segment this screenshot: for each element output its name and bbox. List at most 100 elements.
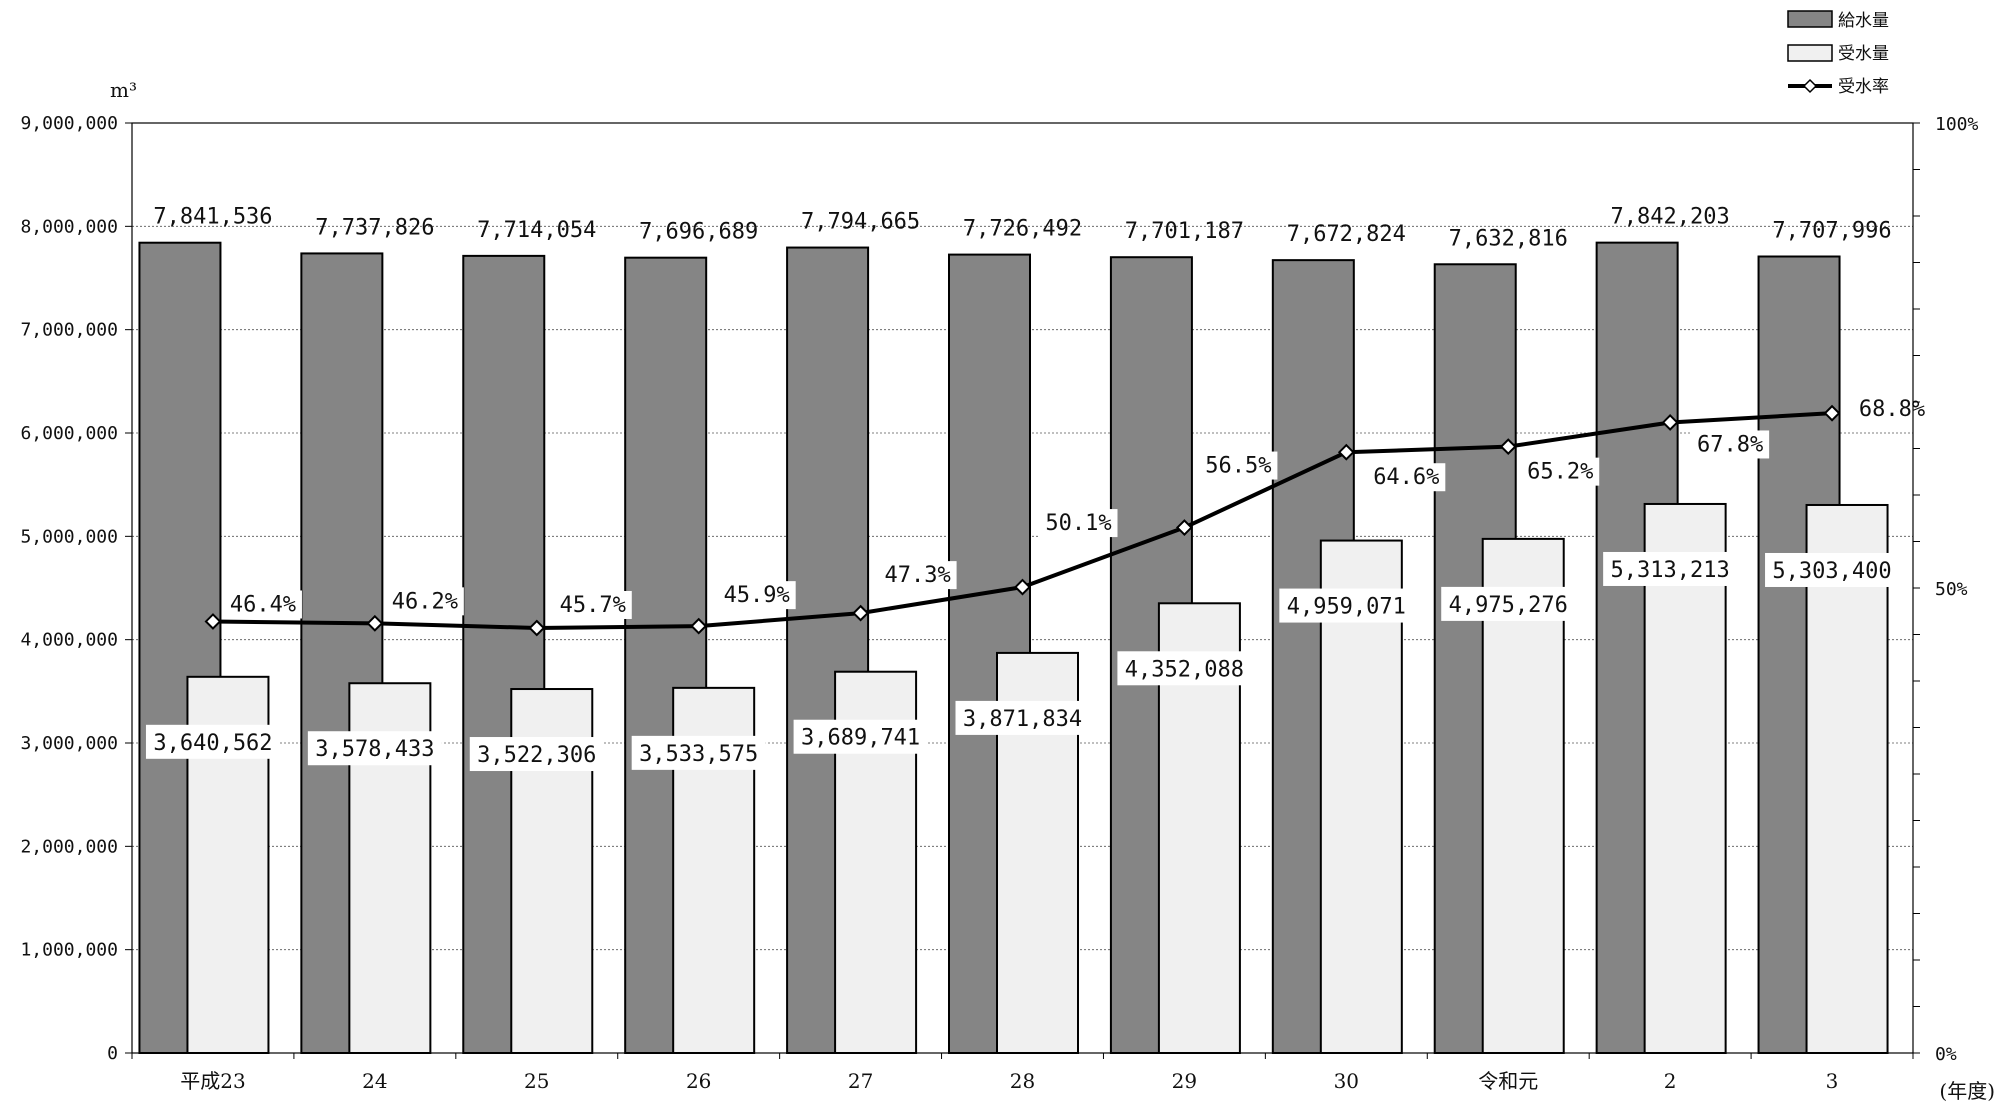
y-left-tick-label: 8,000,000 (20, 216, 118, 237)
x-axis-label: (年度) (1939, 1079, 1995, 1103)
x-tick-label: 2 (1664, 1069, 1677, 1093)
rate-label-box (878, 561, 957, 590)
rate-value-label: 45.7% (560, 593, 626, 618)
received-value-label: 3,533,575 (639, 742, 758, 767)
received-label-box (1441, 586, 1576, 621)
rate-point (1661, 414, 1679, 431)
received-value-label: 3,689,741 (801, 726, 920, 751)
supply-value-label: 7,707,996 (1772, 219, 1891, 244)
received-label-box (793, 719, 928, 754)
x-tick-label: 平成23 (180, 1069, 245, 1093)
rate-value-label: 68.8% (1859, 397, 1925, 422)
rate-value-label: 50.1% (1045, 511, 1111, 536)
rate-label-box (385, 587, 464, 616)
rate-point (1823, 404, 1841, 422)
received-value-label: 3,578,433 (315, 737, 434, 762)
received-value-label: 5,313,213 (1611, 558, 1730, 583)
rate-label-box (1853, 395, 1932, 424)
x-tick-label: 29 (1172, 1069, 1197, 1093)
received-label-box (955, 700, 1090, 735)
x-tick-label: 30 (1334, 1069, 1359, 1093)
rate-label-box (1367, 463, 1446, 492)
received-label-box (1603, 551, 1738, 586)
rate-point (528, 619, 546, 637)
rate-point (690, 617, 708, 635)
supply-value-label: 7,672,824 (1287, 222, 1406, 247)
rate-label-box (1199, 451, 1278, 480)
y-left-tick-label: 0 (107, 1043, 118, 1064)
supply-value-label: 7,842,203 (1611, 205, 1730, 230)
rate-label-box (1691, 430, 1770, 459)
supply-value-label: 7,632,816 (1449, 226, 1568, 251)
supply-value-label: 7,841,536 (153, 205, 272, 230)
legend-label-received: 受水量 (1838, 44, 1889, 64)
received-bar (1643, 502, 1727, 1054)
y-left-tick-label: 3,000,000 (20, 733, 118, 754)
y-left-tick-label: 5,000,000 (20, 526, 118, 547)
received-bar (1319, 539, 1403, 1054)
x-tick-label: 25 (524, 1069, 549, 1093)
received-label-box (307, 731, 442, 766)
supply-value-label: 7,794,665 (801, 210, 920, 235)
x-tick-label: 28 (1010, 1069, 1035, 1093)
y-left-tick-label: 6,000,000 (20, 423, 118, 444)
rate-point (366, 614, 384, 632)
axes: 0 1,000,000 2,000,000 3,000,000 4,000,000 5,0… (20, 78, 1995, 1103)
legend-marker-rate (1802, 78, 1818, 94)
y-left-tick-label: 7,000,000 (20, 320, 118, 341)
supply-value-label: 7,714,054 (477, 218, 596, 243)
received-value-label: 4,959,071 (1287, 595, 1406, 620)
rate-value-label: 46.4% (230, 592, 296, 617)
x-tick-label: 26 (686, 1069, 711, 1093)
received-bar (1805, 503, 1889, 1054)
received-label-box (1765, 552, 1900, 587)
y-left-tick-label: 1,000,000 (20, 940, 118, 961)
y-left-tick-label: 9,000,000 (20, 113, 118, 134)
data-labels: 7,841,536 3,640,562 7,737,826 3,578,433 7,71… (145, 205, 1932, 772)
rate-value-label: 64.6% (1373, 465, 1439, 490)
received-label-box (145, 724, 280, 759)
received-value-label: 4,975,276 (1449, 593, 1568, 618)
received-value-label: 3,871,834 (963, 707, 1082, 732)
supply-value-label: 7,701,187 (1125, 219, 1244, 244)
received-value-label: 5,303,400 (1772, 559, 1891, 584)
rate-label-box (1521, 457, 1600, 486)
x-tick-label: 24 (362, 1069, 387, 1093)
rate-value-label: 47.3% (884, 563, 950, 588)
rate-point (1499, 438, 1517, 456)
bars (138, 241, 1889, 1055)
received-value-label: 4,352,088 (1125, 657, 1244, 682)
received-label-box (469, 737, 604, 772)
supply-value-label: 7,696,689 (639, 220, 758, 245)
rate-label-box (1039, 509, 1118, 538)
received-value-label: 3,522,306 (477, 743, 596, 768)
rate-label-box (717, 581, 796, 610)
y-right-tick-label: 0% (1935, 1044, 1957, 1065)
supply-value-label: 7,737,826 (315, 215, 434, 240)
rate-point (852, 604, 870, 622)
rate-value-label: 46.2% (392, 589, 458, 614)
received-label-box (1279, 588, 1414, 623)
plot-frame (131, 122, 1914, 1054)
x-tick-label: 令和元 (1478, 1069, 1538, 1093)
y-left-tick-label: 4,000,000 (20, 630, 118, 651)
rate-label-box (223, 590, 302, 619)
rate-label-box (553, 590, 632, 619)
rate-point (204, 613, 222, 630)
rate-value-label: 65.2% (1527, 460, 1593, 485)
rate-point (1337, 443, 1355, 461)
rate-point (1014, 578, 1031, 596)
received-label-box (1117, 651, 1252, 686)
received-value-label: 3,640,562 (153, 731, 272, 756)
x-tick-label: 3 (1826, 1069, 1839, 1093)
x-tick-label: 27 (848, 1069, 873, 1093)
rate-value-label: 67.8% (1697, 432, 1763, 457)
y-left-unit: m³ (110, 78, 137, 102)
y-right-tick-label: 50% (1935, 579, 1968, 600)
legend-label-supply: 給水量 (1838, 11, 1889, 31)
rate-line (204, 404, 1841, 637)
legend-swatch-supply (1787, 10, 1833, 28)
supply-value-label: 7,726,492 (963, 217, 1082, 242)
